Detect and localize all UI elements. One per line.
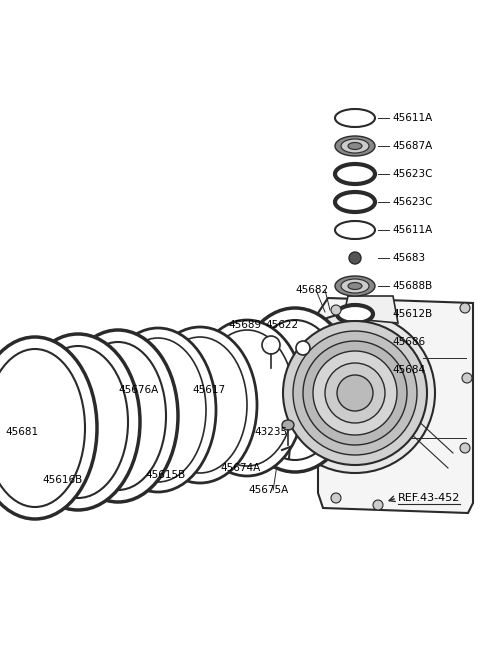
Ellipse shape: [58, 330, 178, 502]
Text: REF.43-452: REF.43-452: [398, 493, 460, 503]
Ellipse shape: [296, 341, 310, 355]
Ellipse shape: [190, 320, 304, 476]
Ellipse shape: [349, 252, 361, 264]
Ellipse shape: [373, 500, 383, 510]
Ellipse shape: [313, 351, 397, 435]
Text: 43235: 43235: [254, 427, 287, 437]
Text: 45687A: 45687A: [392, 141, 432, 151]
Text: 45623C: 45623C: [392, 197, 432, 207]
Ellipse shape: [335, 192, 375, 212]
Text: 45623C: 45623C: [392, 169, 432, 179]
Text: 45615B: 45615B: [145, 470, 185, 480]
Ellipse shape: [100, 328, 216, 492]
Ellipse shape: [335, 109, 375, 127]
Text: 45622: 45622: [265, 320, 298, 330]
Ellipse shape: [235, 308, 355, 472]
Ellipse shape: [283, 321, 427, 465]
Ellipse shape: [153, 337, 247, 473]
Text: 45675A: 45675A: [248, 485, 288, 495]
Ellipse shape: [70, 342, 166, 490]
Ellipse shape: [341, 279, 369, 293]
Text: 45689: 45689: [228, 320, 261, 330]
Text: 45686: 45686: [392, 337, 425, 347]
Text: 45682: 45682: [295, 285, 328, 295]
Ellipse shape: [351, 353, 359, 359]
Ellipse shape: [282, 420, 294, 430]
Text: 45688B: 45688B: [392, 281, 432, 291]
Polygon shape: [318, 298, 473, 513]
Text: 45611A: 45611A: [392, 225, 432, 235]
Bar: [351, 356, 359, 378]
Ellipse shape: [462, 373, 472, 383]
Ellipse shape: [28, 346, 128, 498]
Polygon shape: [343, 296, 398, 323]
Ellipse shape: [303, 341, 407, 445]
Ellipse shape: [341, 139, 369, 153]
Ellipse shape: [200, 330, 294, 466]
Text: 45676A: 45676A: [118, 385, 158, 395]
Ellipse shape: [143, 327, 257, 483]
Ellipse shape: [247, 320, 343, 460]
Ellipse shape: [0, 349, 85, 507]
Text: 45612B: 45612B: [392, 309, 432, 319]
Ellipse shape: [335, 221, 375, 239]
Ellipse shape: [348, 282, 362, 290]
Ellipse shape: [293, 331, 417, 455]
Ellipse shape: [275, 313, 435, 473]
Text: 45617: 45617: [192, 385, 225, 395]
Text: 45616B: 45616B: [42, 475, 82, 485]
Ellipse shape: [331, 305, 341, 315]
Ellipse shape: [262, 336, 280, 354]
Text: 45611A: 45611A: [392, 113, 432, 123]
Text: 45683: 45683: [392, 253, 425, 263]
Text: 45681: 45681: [5, 427, 38, 437]
Ellipse shape: [16, 334, 140, 510]
Ellipse shape: [331, 493, 341, 503]
Ellipse shape: [335, 164, 375, 184]
Text: 45674A: 45674A: [220, 463, 260, 473]
Ellipse shape: [0, 337, 97, 519]
Ellipse shape: [335, 136, 375, 156]
Ellipse shape: [460, 303, 470, 313]
Ellipse shape: [337, 375, 373, 411]
Ellipse shape: [337, 305, 373, 323]
Bar: [347, 331, 363, 353]
Ellipse shape: [325, 363, 385, 423]
Text: 45684: 45684: [392, 365, 425, 375]
Ellipse shape: [460, 443, 470, 453]
Ellipse shape: [348, 143, 362, 149]
Ellipse shape: [110, 338, 206, 482]
Ellipse shape: [335, 276, 375, 296]
